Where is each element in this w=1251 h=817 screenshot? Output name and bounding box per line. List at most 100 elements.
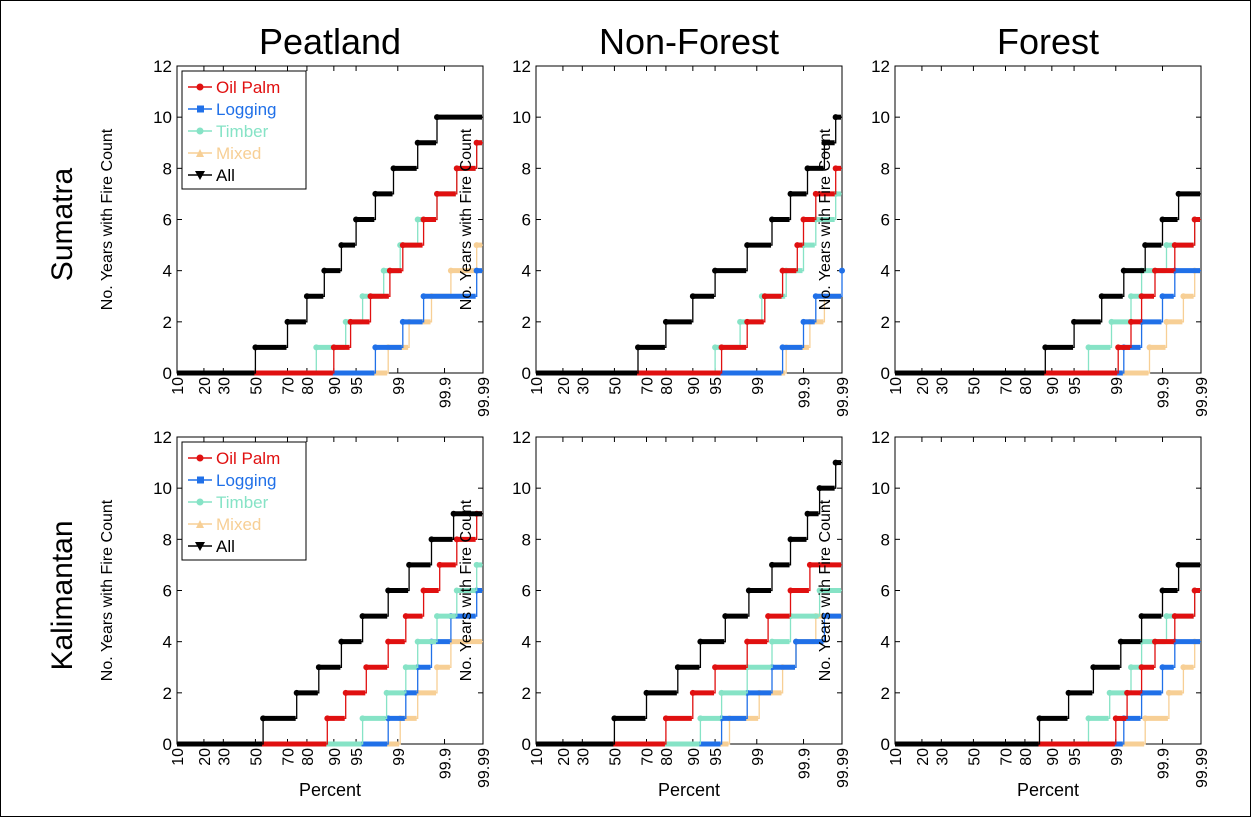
y-tick-label: 2 <box>522 684 531 703</box>
y-tick-label: 8 <box>522 159 531 178</box>
series-all-marker <box>390 165 397 172</box>
series-all-marker <box>1098 293 1105 300</box>
series-timber-marker <box>1163 613 1170 620</box>
series-all-marker <box>821 139 828 146</box>
column-title-peatland: Peatland <box>259 21 401 62</box>
y-tick-label: 6 <box>881 582 890 601</box>
series-all-marker <box>293 689 300 696</box>
series-mixed-line <box>536 295 842 374</box>
series-all-marker <box>1120 267 1127 274</box>
series-all-marker <box>832 459 839 466</box>
series-all-marker <box>1159 216 1166 223</box>
x-tick-label: 70 <box>999 377 1016 395</box>
series-all-marker <box>1071 318 1078 325</box>
x-tick-label: 80 <box>659 377 676 395</box>
y-tick-label: 2 <box>163 684 172 703</box>
y-tick-label: 4 <box>881 262 890 281</box>
series-oil-palm-marker <box>832 165 839 172</box>
y-axis-label: No. Years with Fire Count <box>99 128 116 310</box>
series-mixed-marker <box>1163 318 1170 325</box>
y-tick-label: 12 <box>871 428 890 447</box>
series-oil-palm-marker <box>453 165 460 172</box>
series-all-marker <box>1175 190 1182 197</box>
y-tick-label: 0 <box>163 364 172 383</box>
y-tick-label: 2 <box>881 313 890 332</box>
series-oil-palm-marker <box>689 689 696 696</box>
legend-marker-all <box>195 171 205 180</box>
x-tick-label: 95 <box>708 748 725 766</box>
series-logging-marker <box>420 293 427 300</box>
series-oil-palm-marker <box>744 638 751 645</box>
legend-marker-logging <box>197 105 204 113</box>
series-timber-marker <box>737 318 744 325</box>
series-logging-marker <box>793 638 800 645</box>
series-all-marker <box>1065 689 1072 696</box>
series-all-marker <box>1138 613 1145 620</box>
legend-label-all: All <box>216 537 235 556</box>
y-tick-label: 12 <box>512 428 531 447</box>
series-all-marker <box>284 318 291 325</box>
series-oil-palm-marker <box>779 267 786 274</box>
series-oil-palm-marker <box>347 318 354 325</box>
series-timber-marker <box>718 689 725 696</box>
x-tick-label: 95 <box>1067 377 1084 395</box>
legend: Oil Palm Logging Timber Mixed All <box>181 441 307 561</box>
series-all-marker <box>769 216 776 223</box>
series-oil-palm-line <box>177 142 483 374</box>
x-tick-label: 20 <box>556 377 573 395</box>
y-tick-label: 2 <box>522 313 531 332</box>
series-logging-marker <box>473 267 480 274</box>
y-tick-label: 6 <box>163 211 172 230</box>
x-tick-label: 99.9 <box>797 748 814 779</box>
series-oil-palm-marker <box>712 664 719 671</box>
legend-marker-mixed <box>196 149 204 157</box>
series-all-marker <box>1175 561 1182 568</box>
x-tick-label: 20 <box>915 748 932 766</box>
series-mixed-line <box>177 244 483 374</box>
series-all-marker <box>260 715 267 722</box>
series-all-marker <box>321 267 328 274</box>
series-oil-palm-marker <box>399 242 406 249</box>
legend-label-mixed: Mixed <box>216 515 261 534</box>
y-tick-label: 6 <box>522 582 531 601</box>
x-tick-label: 99.99 <box>1194 377 1211 417</box>
series-logging-marker <box>372 344 379 351</box>
x-tick-label: 80 <box>300 377 317 395</box>
series-logging-marker <box>839 267 845 274</box>
series-oil-palm-marker <box>806 561 813 568</box>
x-tick-label: 70 <box>640 377 657 395</box>
series-group <box>177 510 483 747</box>
x-tick-label: 90 <box>1045 748 1062 766</box>
legend-marker-oil-palm <box>196 83 204 91</box>
series-oil-palm-marker <box>386 267 393 274</box>
series-all-marker <box>712 267 719 274</box>
series-all-marker <box>804 165 811 172</box>
series-logging-marker <box>812 293 819 300</box>
y-tick-label: 4 <box>163 262 172 281</box>
row-title-sumatra: Sumatra <box>46 168 79 282</box>
series-timber-marker <box>402 664 409 671</box>
x-tick-label: 10 <box>529 377 546 395</box>
panel-sumatra-nonforest: 0 2 4 6 8 10 12 10 20 30 50 70 80 90 95 99 99.9 99.99 No. … <box>458 57 852 417</box>
series-mixed-marker <box>1180 664 1187 671</box>
y-tick-label: 4 <box>522 262 531 281</box>
series-all-marker <box>697 638 704 645</box>
series-all-marker <box>434 114 441 121</box>
x-tick-label: 99 <box>1109 748 1126 766</box>
x-tick-label: 50 <box>248 748 265 766</box>
x-tick-label: 30 <box>575 377 592 395</box>
y-tick-label: 4 <box>881 633 890 652</box>
x-tick-label: 80 <box>1018 748 1035 766</box>
series-timber-marker <box>414 216 421 223</box>
series-timber-marker <box>383 689 390 696</box>
column-title-forest: Forest <box>997 21 1099 62</box>
x-tick-label: 50 <box>607 748 624 766</box>
y-axis-label: No. Years with Fire Count <box>817 499 834 681</box>
x-tick-label: 95 <box>349 377 366 395</box>
y-tick-label: 10 <box>512 108 531 127</box>
series-logging-marker <box>821 613 828 620</box>
panel-kalimantan-nonforest: 0 2 4 6 8 10 12 10 20 30 50 70 80 90 95 99 99.9 99.99 No. … <box>458 428 852 800</box>
x-tick-label: 50 <box>248 377 265 395</box>
series-timber-marker <box>359 715 366 722</box>
